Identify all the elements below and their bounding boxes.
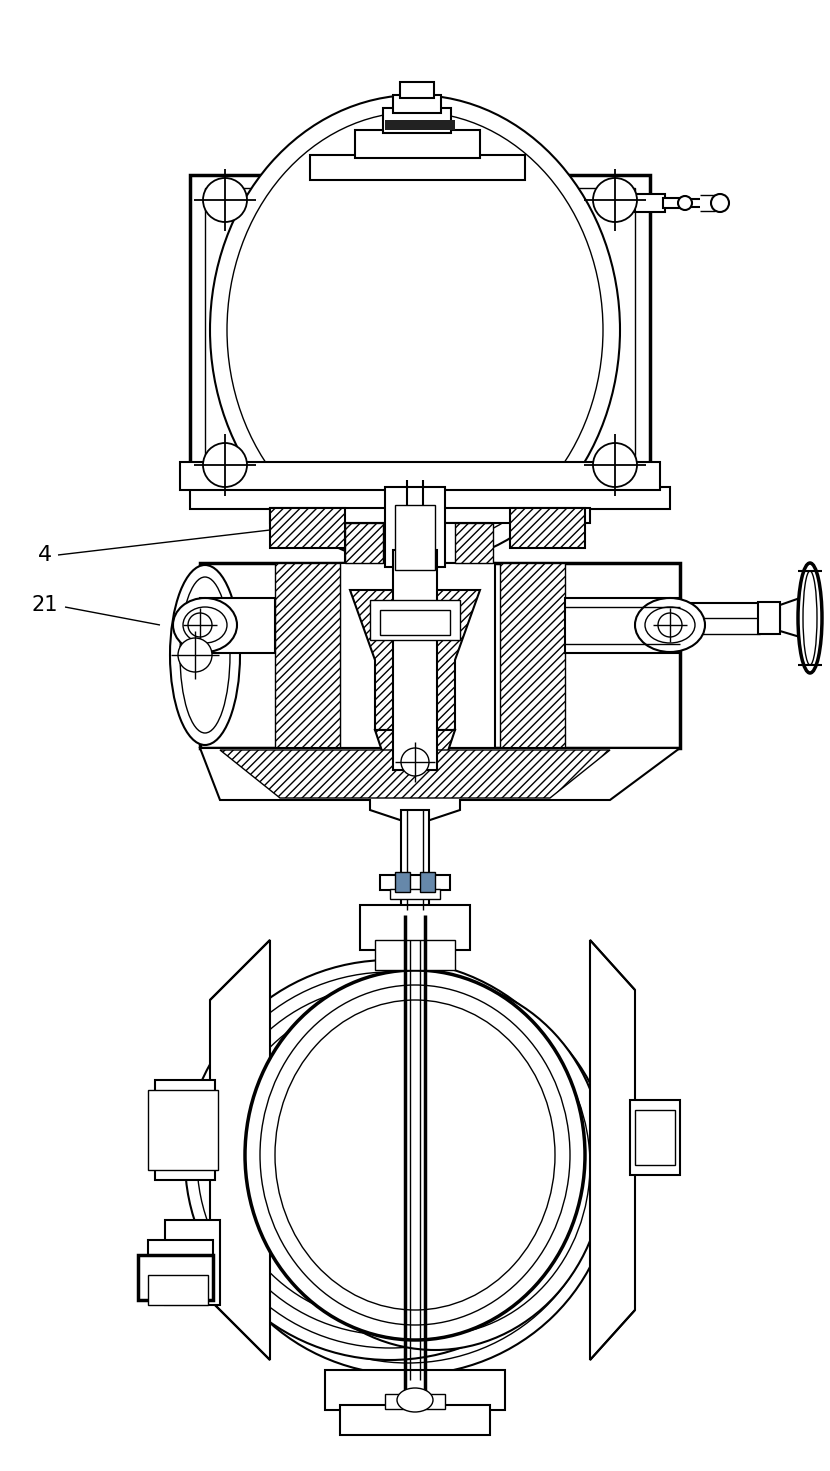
Bar	[635, 1111, 675, 1165]
Circle shape	[711, 194, 729, 212]
Bar	[325, 1370, 505, 1411]
Ellipse shape	[397, 1389, 433, 1412]
Bar	[148, 1090, 218, 1169]
Ellipse shape	[635, 599, 705, 652]
Circle shape	[593, 178, 637, 222]
Polygon shape	[350, 590, 480, 730]
Ellipse shape	[227, 112, 603, 549]
Bar	[395, 505, 435, 569]
Polygon shape	[220, 750, 610, 797]
Ellipse shape	[275, 1000, 555, 1311]
Ellipse shape	[803, 571, 817, 665]
Bar	[385, 121, 455, 129]
Bar	[758, 602, 780, 634]
Bar	[765, 608, 780, 628]
Bar	[380, 875, 450, 890]
Circle shape	[401, 747, 429, 777]
Bar	[385, 1395, 445, 1409]
Ellipse shape	[260, 986, 570, 1325]
Ellipse shape	[245, 969, 585, 1340]
Bar	[270, 507, 590, 524]
Bar	[355, 129, 480, 157]
Polygon shape	[375, 730, 455, 794]
Bar	[630, 1100, 680, 1175]
Bar	[148, 1240, 213, 1300]
Text: 21: 21	[32, 594, 58, 615]
Bar	[190, 175, 650, 485]
Bar	[360, 905, 470, 950]
Polygon shape	[200, 747, 680, 825]
Bar	[500, 563, 565, 747]
Ellipse shape	[203, 975, 613, 1375]
Bar	[395, 872, 410, 891]
Bar	[680, 618, 760, 634]
Bar	[270, 507, 345, 549]
Bar	[393, 550, 437, 769]
Bar	[380, 610, 450, 635]
Ellipse shape	[170, 565, 240, 744]
Polygon shape	[590, 940, 635, 1361]
Bar	[165, 1219, 220, 1305]
Bar	[190, 487, 670, 509]
Bar	[390, 888, 440, 899]
Ellipse shape	[645, 608, 695, 643]
Bar	[180, 462, 660, 490]
Bar	[148, 1275, 208, 1305]
Ellipse shape	[798, 563, 822, 674]
Bar	[385, 487, 445, 566]
Ellipse shape	[210, 96, 620, 565]
Ellipse shape	[280, 994, 590, 1336]
Bar	[340, 1405, 490, 1436]
Circle shape	[203, 443, 247, 487]
Bar	[680, 603, 765, 633]
Ellipse shape	[185, 961, 595, 1361]
Bar	[310, 154, 525, 179]
Bar	[345, 524, 383, 563]
Bar	[393, 96, 441, 113]
Text: 4: 4	[38, 544, 52, 565]
Bar	[205, 188, 635, 474]
Circle shape	[188, 613, 212, 637]
Bar	[138, 1255, 213, 1300]
Ellipse shape	[215, 987, 601, 1364]
Ellipse shape	[197, 972, 583, 1347]
Circle shape	[593, 443, 637, 487]
Bar	[345, 524, 490, 563]
Bar	[401, 811, 429, 911]
Bar	[375, 940, 455, 969]
Circle shape	[178, 638, 212, 672]
Bar	[510, 507, 585, 549]
Bar	[420, 872, 435, 891]
Ellipse shape	[180, 577, 230, 733]
Circle shape	[658, 613, 682, 637]
Bar	[370, 600, 460, 640]
Bar	[155, 1080, 215, 1180]
Ellipse shape	[173, 599, 237, 652]
Bar	[455, 524, 493, 563]
Bar	[565, 599, 680, 653]
Ellipse shape	[265, 980, 605, 1350]
Bar	[400, 82, 434, 99]
Polygon shape	[210, 940, 270, 1361]
Bar	[200, 599, 275, 653]
Ellipse shape	[223, 997, 557, 1322]
Ellipse shape	[210, 986, 570, 1336]
Circle shape	[678, 196, 692, 210]
Bar	[663, 199, 681, 207]
Ellipse shape	[183, 608, 227, 643]
Bar	[200, 563, 680, 747]
Bar	[340, 563, 495, 747]
Bar	[383, 107, 451, 132]
Bar	[635, 194, 665, 212]
Circle shape	[203, 178, 247, 222]
Bar	[275, 563, 340, 747]
